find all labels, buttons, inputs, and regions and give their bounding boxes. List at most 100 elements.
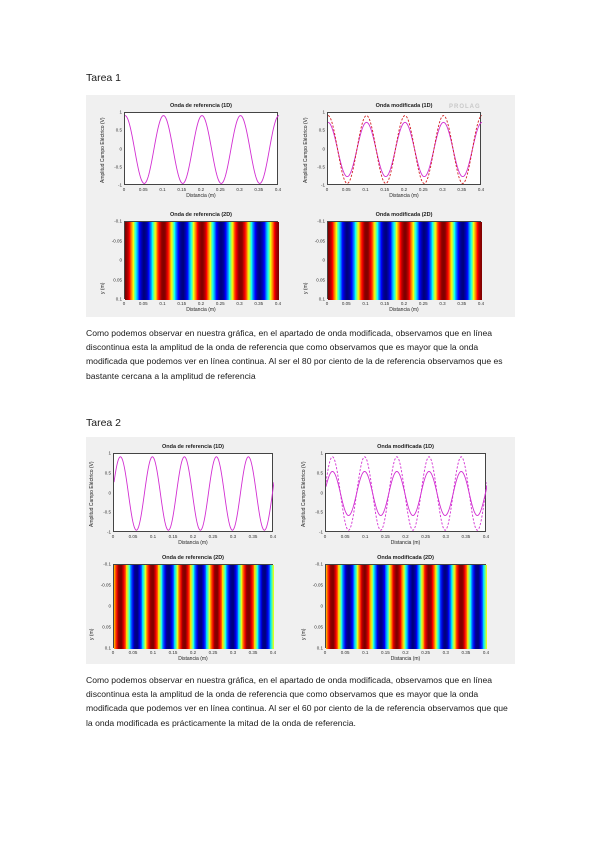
y-tick-label: -0.1 [315, 561, 323, 567]
heatmap-cell [338, 222, 340, 300]
heatmap-cell [115, 565, 118, 649]
heatmap-cell [214, 565, 216, 649]
heatmap-cell [214, 222, 217, 300]
heatmap-cell [266, 222, 268, 300]
x-tick-label: 0.05 [138, 187, 148, 192]
x-tick-label: 0 [325, 301, 329, 306]
heatmap-cell [382, 565, 385, 649]
y-tick-labels: -0.1 -0.05 0 0.05 0.1 [311, 219, 325, 302]
heatmap-cell [389, 565, 391, 649]
heatmap-cell [256, 565, 259, 649]
series-line-solid [326, 471, 487, 516]
heatmap-cell [135, 565, 138, 649]
y-tick-label: 0.05 [113, 277, 122, 282]
heatmap-cell [358, 565, 360, 649]
heatmap-cell [381, 565, 383, 649]
heatmap-cell [172, 565, 175, 649]
x-tick-label: 0.4 [269, 650, 277, 655]
chart-svg [114, 456, 274, 531]
x-tick-label: 0.15 [380, 187, 390, 192]
heatmap-cell [360, 222, 362, 300]
heatmap-cell [176, 565, 179, 649]
heatmap-cell [275, 222, 277, 300]
x-tick-label: 0.35 [254, 301, 264, 306]
heatmap-cell [339, 222, 342, 300]
heatmap-cell [157, 222, 159, 300]
heatmap-cell [462, 222, 465, 300]
heatmap-cell [176, 222, 179, 300]
y-tick-label: 0.05 [102, 624, 111, 630]
heatmap-cell [225, 222, 227, 300]
heatmap-cell [328, 222, 330, 300]
heatmap-cell [362, 222, 365, 300]
heatmap-cell [407, 222, 410, 300]
heatmap-cell [460, 222, 462, 300]
heatmap-cell [186, 222, 189, 300]
heatmap-cell [406, 222, 408, 300]
heatmap-cell [193, 222, 195, 300]
heatmap-cell [408, 222, 411, 300]
heatmap-cell [140, 222, 143, 300]
heatmap-cell [139, 222, 141, 300]
heatmap-cell [452, 222, 455, 300]
heatmap-cell [435, 222, 438, 300]
heatmap-cell [228, 565, 231, 649]
heatmap-cell [164, 565, 167, 649]
heatmap-cell [412, 222, 415, 300]
heatmap-cell [163, 565, 166, 649]
y-tick-label: 0 [320, 603, 323, 609]
heatmap-cell [179, 565, 182, 649]
heatmap-cell [351, 565, 354, 649]
x-tick-labels: 0 0.05 0.1 0.15 0.2 0.25 0.3 0.35 0.4 [326, 187, 484, 193]
x-tick-labels: 0 0.05 0.1 0.15 0.2 0.25 0.3 0.35 0.4 [112, 650, 277, 656]
tarea1-panel-mod-2d: Onda modificada (2D) 0 0.05 0.1 0.15 0.2 0.25 0… [303, 212, 484, 313]
heatmap-cell [434, 565, 437, 649]
heatmap-cell [186, 565, 188, 649]
heatmap-cell [447, 222, 450, 300]
heatmap-cell [175, 222, 177, 300]
heatmap-cell [443, 222, 446, 300]
x-tick-label: 0.05 [128, 650, 138, 655]
heatmap-cell [331, 565, 334, 649]
heatmap-cell [474, 222, 476, 300]
heatmap-cell [402, 565, 405, 649]
heatmap-cell [245, 222, 248, 300]
heatmap-cell [446, 222, 448, 300]
heatmap-cell [204, 565, 207, 649]
y-tick-label: 0 [119, 257, 122, 263]
heatmap-cell [458, 565, 461, 649]
y-tick-label: -0.1 [114, 218, 122, 224]
x-tick-label: 0.35 [461, 650, 471, 655]
heatmap-cell [142, 222, 145, 300]
heatmap-cell [236, 565, 239, 649]
heatmap-cell [368, 565, 371, 649]
heatmap-cell [210, 565, 212, 649]
heatmap-cell [336, 565, 339, 649]
heatmap-cell [431, 222, 434, 300]
chart-title: Onda modificada (2D) [375, 212, 433, 218]
heatmap-cell [393, 222, 396, 300]
chart-title: Onda modificada (1D) [377, 444, 434, 450]
heatmap-cell [474, 565, 477, 649]
heatmap-cell [259, 565, 262, 649]
x-tick-labels: 0 0.05 0.1 0.15 0.2 0.25 0.3 0.35 0.4 [112, 534, 276, 540]
x-tick-label: 0.4 [482, 650, 490, 655]
x-tick-label: 0.25 [208, 650, 218, 655]
y-tick-label: 0.1 [316, 645, 323, 651]
heatmap-cell [484, 565, 487, 649]
x-tick-label: 0.25 [421, 650, 431, 655]
x-axis-label: Distancia (m) [390, 656, 421, 662]
plot-area [124, 221, 279, 300]
heatmap-cell [223, 222, 226, 300]
x-tick-label: 0 [122, 301, 126, 306]
x-tick-label: 0.25 [215, 187, 225, 192]
heatmap-cell [420, 222, 423, 300]
heatmap-cell [388, 222, 390, 300]
y-tick-label: 0 [108, 603, 111, 609]
heatmap-cell [433, 222, 435, 300]
heatmap-cell [235, 222, 238, 300]
series-line-solid [328, 121, 482, 178]
heatmap-cell [170, 565, 172, 649]
heatmap-cell [344, 222, 347, 300]
heatmap-cell [478, 565, 481, 649]
